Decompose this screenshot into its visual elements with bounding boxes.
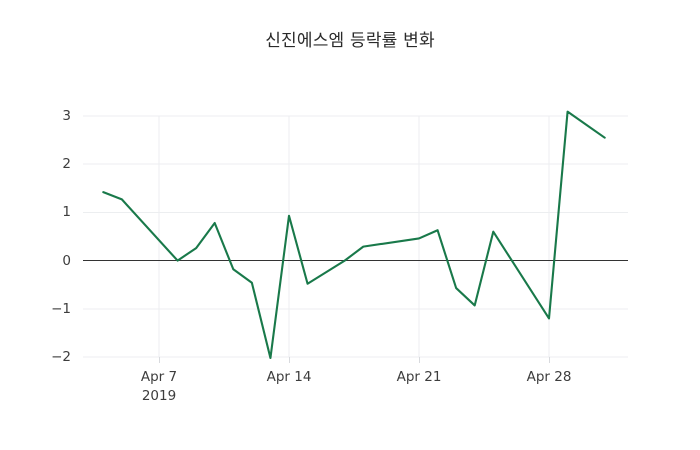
x-tick-label-group: Apr 21 [397, 368, 442, 387]
series-line-등락률 [102, 110, 606, 360]
y-tick-label: 2 [62, 156, 71, 173]
x-tick-mark [419, 357, 420, 363]
x-axis-year-label: 2019 [141, 388, 177, 404]
plot-area [83, 110, 628, 360]
horizontal-gridlines [83, 115, 628, 358]
x-tick-label: Apr 28 [526, 369, 572, 385]
y-tick-label: 3 [62, 108, 71, 124]
y-axis-tick-labels: 3 2 1 0 −1 −2 [0, 0, 71, 450]
y-tick-label: −1 [51, 300, 71, 317]
x-tick-label-group: Apr 7 2019 [141, 368, 177, 406]
x-tick-label: Apr 21 [396, 369, 442, 385]
x-tick-mark [159, 357, 160, 363]
x-tick-label-group: Apr 14 [267, 368, 312, 387]
vertical-gridlines [158, 116, 550, 357]
y-tick-label: 0 [62, 252, 71, 269]
chart-title: 신진에스엠 등락률 변화 [265, 31, 435, 51]
x-tick-label-group: Apr 28 [527, 368, 572, 387]
x-tick-label: Apr 14 [266, 369, 312, 385]
plot-svg [83, 110, 628, 360]
y-tick-label: 1 [62, 204, 71, 221]
y-tick-label: −2 [51, 349, 71, 365]
x-tick-label: Apr 7 [140, 369, 178, 385]
x-tick-mark [549, 357, 550, 363]
x-tick-mark [289, 357, 290, 363]
